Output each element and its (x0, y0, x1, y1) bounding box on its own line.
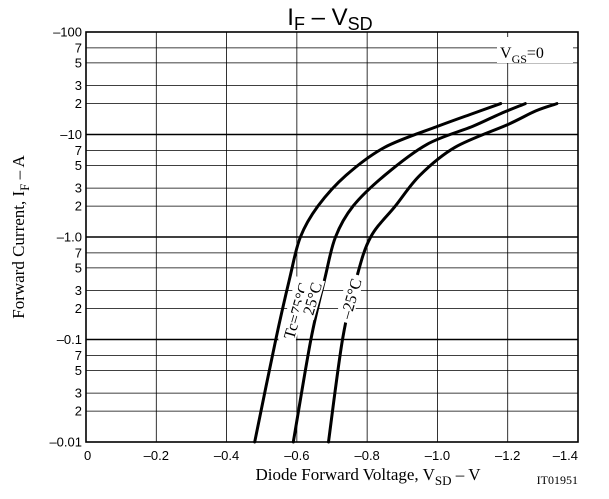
y-tick-label: 7 (75, 40, 82, 55)
y-tick-label: 2 (75, 96, 82, 111)
y-tick-label: 3 (75, 78, 82, 93)
y-tick-label: 7 (75, 348, 82, 363)
y-tick-label: 2 (75, 199, 82, 214)
x-tick-label: –0.2 (144, 448, 169, 463)
y-tick-label: 5 (75, 363, 82, 378)
condition-label: VGS=0 (500, 45, 544, 66)
y-tick-label: –0.1 (57, 332, 82, 347)
y-tick-label: 2 (75, 404, 82, 419)
curve--25-c (327, 102, 559, 444)
y-tick-label: –10 (60, 127, 82, 142)
curve-label-background (334, 272, 365, 325)
y-tick-label: 5 (75, 158, 82, 173)
x-tick-label: –0.4 (214, 448, 239, 463)
y-tick-label: 5 (75, 55, 82, 70)
chart-title: IF – VSD (287, 4, 372, 34)
curves (253, 102, 559, 444)
y-tick-label: 5 (75, 260, 82, 275)
y-tick-label: –100 (53, 25, 82, 40)
x-tick-label: –0.6 (284, 448, 309, 463)
curve-tc-75-c (253, 102, 503, 444)
x-tick-label: –0.8 (354, 448, 379, 463)
x-tick-labels: 0 –0.2 –0.4 –0.6 –0.8 –1.0 –1.2 –1.4 (84, 448, 578, 463)
y-tick-label: 7 (75, 143, 82, 158)
y-tick-label: 3 (75, 181, 82, 196)
condition-background (497, 37, 573, 63)
y-tick-label: –0.01 (49, 435, 82, 450)
x-tick-label: 0 (84, 448, 91, 463)
curve-25-c (291, 102, 527, 444)
y-tick-label: –1.0 (57, 230, 82, 245)
x-tick-label: –1.2 (495, 448, 520, 463)
plot-frame (85, 31, 579, 443)
x-tick-label: –1.4 (553, 448, 578, 463)
y-axis-label: Forward Current, IF – A (9, 155, 32, 319)
y-tick-label: 3 (75, 283, 82, 298)
y-tick-label: 3 (75, 386, 82, 401)
x-axis-label: Diode Forward Voltage, VSD – V (255, 465, 481, 488)
y-tick-label: 7 (75, 245, 82, 260)
figure-id: IT01951 (537, 473, 578, 487)
x-tick-label: –1.0 (425, 448, 450, 463)
y-tick-label: 2 (75, 301, 82, 316)
curve-label-background (297, 276, 325, 321)
